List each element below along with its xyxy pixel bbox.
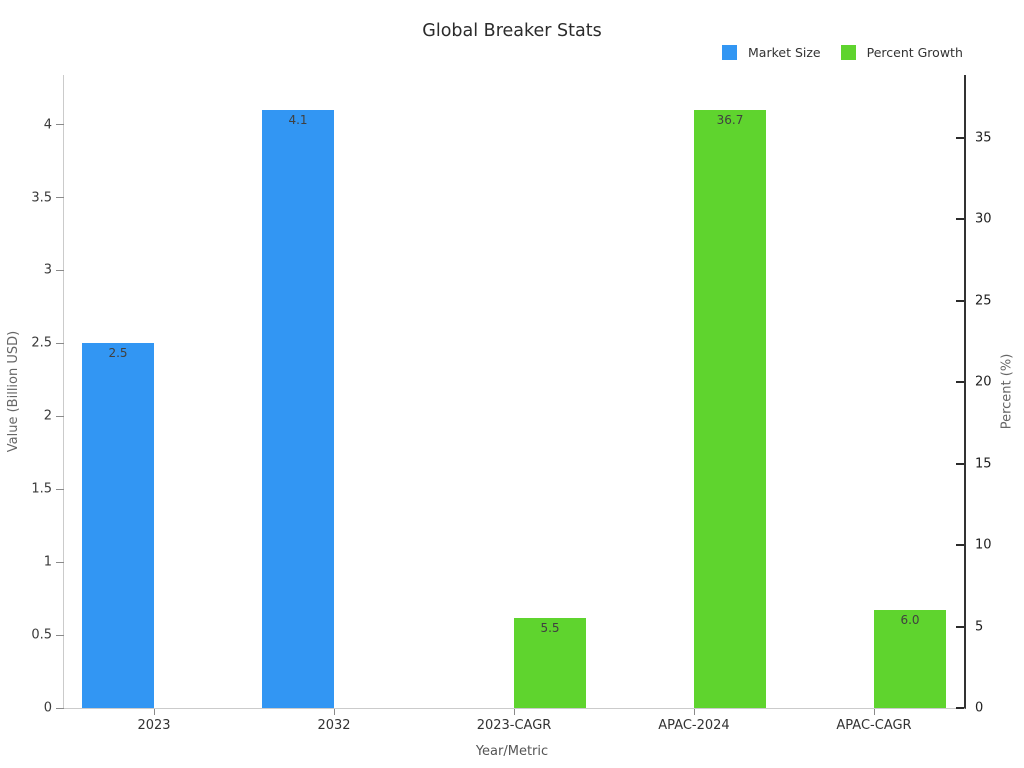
x-axis-tick bbox=[154, 709, 155, 715]
x-axis-tick bbox=[874, 709, 875, 715]
bar-value-label: 36.7 bbox=[716, 113, 744, 128]
y-axis-left-tick-label: 2.5 bbox=[31, 335, 52, 351]
bar-APAC-CAGR[interactable]: 6.0 bbox=[874, 610, 946, 708]
y-axis-right-tick bbox=[956, 462, 964, 465]
x-axis-tick bbox=[334, 709, 335, 715]
y-axis-left-tick-label: 4 bbox=[43, 117, 52, 133]
x-axis-tick-label-2023-CAGR: 2023-CAGR bbox=[476, 718, 552, 733]
legend-label-market-size: Market Size bbox=[748, 45, 821, 60]
bar-2023-CAGR[interactable]: 5.5 bbox=[514, 618, 586, 708]
chart-title: Global Breaker Stats bbox=[422, 21, 602, 41]
bar-value-label: 4.1 bbox=[288, 113, 308, 128]
y-axis-right-tick-label: 0 bbox=[975, 700, 984, 716]
y-axis-right-tick bbox=[956, 299, 964, 302]
y-axis-left-tick-label: 0.5 bbox=[31, 627, 52, 643]
y-axis-left-tick bbox=[56, 561, 64, 563]
y-axis-left-tick bbox=[56, 634, 64, 636]
percent-growth-swatch-icon bbox=[840, 45, 856, 60]
y-axis-right-tick bbox=[956, 625, 964, 628]
y-axis-left-tick bbox=[56, 197, 64, 199]
y-axis-left-tick-label: 0 bbox=[43, 700, 52, 716]
bar-2032[interactable]: 4.1 bbox=[262, 110, 334, 708]
y-axis-left-tick bbox=[56, 488, 64, 490]
y-axis-right-tick bbox=[956, 707, 964, 709]
y-axis-left-tick-label: 1 bbox=[43, 554, 52, 570]
x-axis-tick-label-2023: 2023 bbox=[137, 718, 171, 733]
y-axis-left-tick-label: 3 bbox=[43, 262, 52, 278]
y-axis-right-tick bbox=[956, 544, 964, 547]
x-axis-tick-label-APAC-2024: APAC-2024 bbox=[658, 718, 730, 733]
x-axis-tick-label-APAC-CAGR: APAC-CAGR bbox=[836, 718, 912, 733]
legend-item-market-size[interactable]: Market Size bbox=[722, 45, 821, 60]
market-size-swatch-icon bbox=[722, 45, 737, 60]
y-axis-left-tick bbox=[56, 707, 64, 709]
y-axis-left-tick-label: 3.5 bbox=[31, 190, 52, 206]
bar-value-label: 2.5 bbox=[108, 346, 128, 361]
y-axis-right-tick-label: 5 bbox=[975, 619, 984, 635]
legend-label-percent-growth: Percent Growth bbox=[866, 45, 963, 60]
y-axis-left-tick bbox=[56, 342, 64, 344]
y-axis-title-left: Value (Billion USD) bbox=[6, 330, 22, 453]
x-axis-tick bbox=[694, 709, 695, 715]
y-axis-title-right-wrap: Percent (%) bbox=[999, 75, 1015, 708]
y-axis-right-tick-label: 30 bbox=[975, 211, 992, 227]
plot-area: 0 0.5 1 1.5 2 2.5 3 3.5 4 0 5 10 15 20 25 30 35 2023 2032 2… bbox=[31, 75, 992, 733]
y-axis-right-tick-label: 20 bbox=[975, 374, 992, 390]
y-axis-title-left-wrap: Value (Billion USD) bbox=[6, 75, 22, 708]
x-axis-title: Year/Metric bbox=[475, 744, 549, 759]
y-axis-right-tick-label: 10 bbox=[975, 537, 992, 553]
y-axis-left-tick bbox=[56, 415, 64, 417]
x-axis-tick bbox=[514, 709, 515, 715]
y-axis-right-tick-label: 15 bbox=[975, 456, 992, 472]
bar-APAC-2024[interactable]: 36.7 bbox=[694, 110, 766, 708]
y-axis-right-tick-label: 25 bbox=[975, 293, 992, 309]
bar-value-label: 5.5 bbox=[540, 621, 560, 636]
y-axis-right-tick bbox=[956, 381, 964, 384]
x-axis-tick-label-2032: 2032 bbox=[317, 718, 351, 733]
y-axis-left-tick-label: 2 bbox=[43, 408, 52, 424]
bar-value-label: 6.0 bbox=[900, 613, 920, 628]
y-axis-left-tick bbox=[56, 269, 64, 271]
legend: Market Size Percent Growth bbox=[722, 45, 963, 60]
bar-2023[interactable]: 2.5 bbox=[82, 343, 154, 708]
legend-item-percent-growth[interactable]: Percent Growth bbox=[840, 45, 963, 60]
y-axis-left-tick bbox=[56, 124, 64, 126]
y-axis-title-right: Percent (%) bbox=[999, 353, 1015, 430]
y-axis-right-tick-label: 35 bbox=[975, 130, 992, 146]
y-axis-right-tick bbox=[956, 218, 964, 221]
y-axis-left-tick-label: 1.5 bbox=[31, 481, 52, 497]
y-axis-right-tick bbox=[956, 136, 964, 139]
